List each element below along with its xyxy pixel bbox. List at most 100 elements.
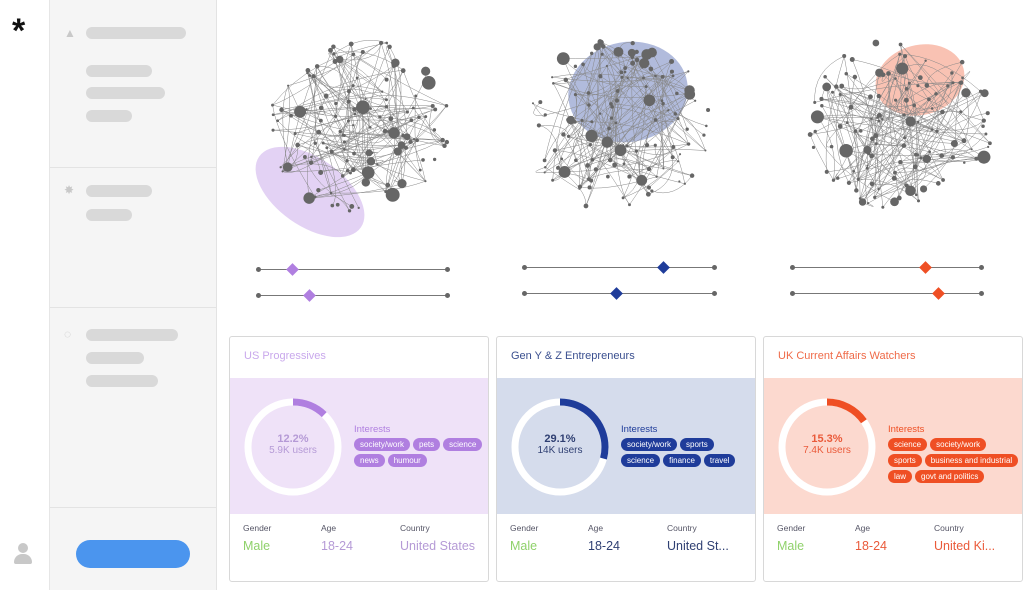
placeholder-bar [86,87,165,99]
country-value: United States [400,539,476,553]
graph-edge [281,109,418,141]
interest-tag[interactable]: society/work [354,438,411,451]
graph-edge [867,157,954,204]
network-graph[interactable] [510,20,730,240]
graph-edge [821,105,879,122]
graph-edge [840,126,904,146]
interest-tag[interactable]: govt and politics [915,470,985,483]
slider-track[interactable] [524,267,715,268]
share-donut [244,398,342,496]
graph-edge [309,146,401,199]
slider-track[interactable] [792,267,982,268]
graph-node [351,52,356,57]
interest-tag[interactable]: sports [680,438,714,451]
graph-edge [852,59,919,86]
graph-node [302,155,307,159]
graph-node [902,113,906,117]
graph-node [352,124,355,127]
interest-tag[interactable]: society/work [930,438,987,451]
interest-tag[interactable]: business and industrial [924,454,1019,467]
country-label: Country [667,523,697,533]
range-slider[interactable] [522,287,717,300]
graph-node [961,88,971,98]
sidebar-section-2[interactable]: ✸ [50,168,217,308]
graph-node [950,155,956,160]
graph-node [621,196,625,200]
graph-node [391,63,397,68]
graph-node [573,64,578,69]
graph-edge [272,42,387,106]
slider-handle[interactable] [303,289,317,302]
graph-edge [277,69,404,121]
slider-handle[interactable] [286,263,300,276]
network-graph[interactable] [248,20,468,240]
interest-tag[interactable]: sports [888,454,922,467]
slider-end [979,265,984,270]
interest-tag[interactable]: science [443,438,483,451]
graph-node [912,103,917,108]
slider-handle[interactable] [657,261,671,274]
graph-node [988,141,992,146]
range-slider[interactable] [256,289,450,302]
graph-node [930,128,934,131]
slider-track[interactable] [792,293,982,294]
graph-node [329,191,333,195]
graph-edge [858,72,880,180]
graph-node [351,84,355,88]
interest-tag[interactable]: science [888,438,928,451]
graph-node [336,55,344,64]
graph-node [605,64,609,68]
range-slider[interactable] [256,263,450,276]
graph-edge [610,103,679,119]
slider-track[interactable] [258,269,448,270]
graph-node [977,150,991,164]
network-graph[interactable] [790,20,1010,240]
graph-edge [654,145,664,169]
graph-edge [821,98,965,141]
range-slider[interactable] [790,287,984,300]
slider-track[interactable] [258,295,448,296]
sidebar-section-3[interactable]: ◌ [50,308,217,508]
primary-action-button[interactable] [76,540,190,568]
segment-card[interactable]: US Progressives 12.2% 5.9K users Interest… [229,336,489,582]
slider-handle[interactable] [609,287,623,300]
graph-node [279,166,282,169]
graph-node [368,126,372,129]
graph-node [854,188,859,193]
graph-edge [386,106,426,182]
graph-node [610,104,614,109]
range-slider[interactable] [522,261,717,274]
sidebar-section-1[interactable]: ▲ [50,0,217,168]
interest-tag[interactable]: pets [413,438,441,451]
range-slider[interactable] [790,261,984,274]
slider-end [522,291,527,296]
graph-node [858,129,863,133]
slider-handle[interactable] [932,287,946,300]
graph-node [865,166,869,170]
graph-node [963,161,966,164]
graph-node [598,74,603,79]
slider-handle[interactable] [919,261,932,274]
interest-tag[interactable]: news [354,454,385,467]
logo-asterisk[interactable]: * [12,12,26,50]
graph-node [829,144,834,149]
graph-edge [591,135,693,176]
user-icon[interactable] [13,543,33,565]
interest-tag[interactable]: humour [387,454,427,467]
interest-tag[interactable]: society/work [621,438,678,451]
graph-node [408,139,413,145]
interest-tag[interactable]: finance [663,454,701,467]
graph-node [403,133,411,141]
graph-edge [955,91,981,142]
graph-node [397,178,407,189]
interest-tag[interactable]: travel [703,454,736,467]
graph-node [842,54,847,59]
segment-card[interactable]: Gen Y & Z Entrepreneurs 29.1% 14K users I… [496,336,756,582]
graph-node [556,52,570,65]
interest-tag[interactable]: science [621,454,661,467]
graph-node [614,98,620,103]
interest-tag[interactable]: law [888,470,913,483]
graph-node [345,159,349,163]
graph-node [846,180,852,185]
segment-card[interactable]: UK Current Affairs Watchers 15.3% 7.4K us… [763,336,1023,582]
